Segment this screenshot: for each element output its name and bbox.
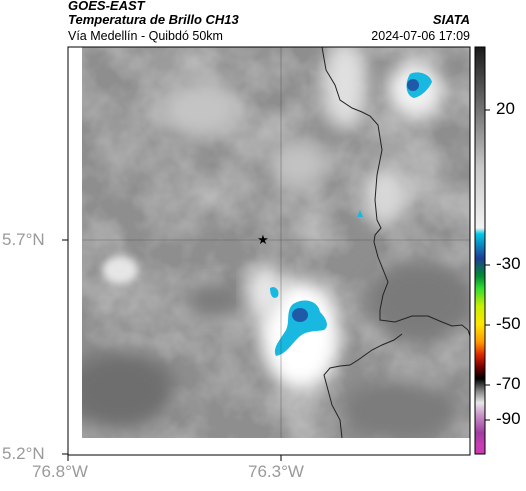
product-title: Temperatura de Brillo CH13 bbox=[68, 12, 239, 27]
lat-label: 5.2°N bbox=[2, 444, 45, 463]
satellite-image bbox=[82, 47, 470, 438]
cold-cloud-core bbox=[407, 79, 419, 91]
map-frame bbox=[67, 46, 471, 456]
border-line bbox=[321, 47, 470, 337]
colorbar-label: -50 bbox=[496, 314, 521, 333]
colorbar-label: -90 bbox=[496, 409, 521, 428]
cold-cloud-cell bbox=[270, 287, 279, 298]
cold-cloud-cell bbox=[274, 300, 327, 356]
cold-cloud-cell bbox=[357, 210, 363, 217]
cold-cloud-core bbox=[292, 308, 308, 322]
colorbar-label: -70 bbox=[496, 374, 521, 393]
satellite-title: GOES-EAST bbox=[68, 0, 145, 13]
colorbar-label: 20 bbox=[496, 99, 515, 118]
colorbar-label: -30 bbox=[496, 254, 521, 273]
colorbar-frame bbox=[474, 46, 486, 455]
colorbar-fill bbox=[475, 47, 485, 454]
cold-cloud-cell bbox=[406, 72, 432, 98]
region-subtitle: Vía Medellín - Quibdó 50km bbox=[68, 29, 223, 43]
border-line bbox=[323, 333, 403, 438]
lon-label: 76.8°W bbox=[32, 462, 88, 481]
colorbar bbox=[474, 46, 490, 455]
lon-label: 76.3°W bbox=[248, 462, 304, 481]
datetime-label: 2024-07-06 17:09 bbox=[371, 29, 470, 43]
star-icon: ★ bbox=[257, 233, 269, 248]
lat-label: 5.7°N bbox=[2, 230, 45, 249]
org-label: SIATA bbox=[432, 12, 470, 27]
